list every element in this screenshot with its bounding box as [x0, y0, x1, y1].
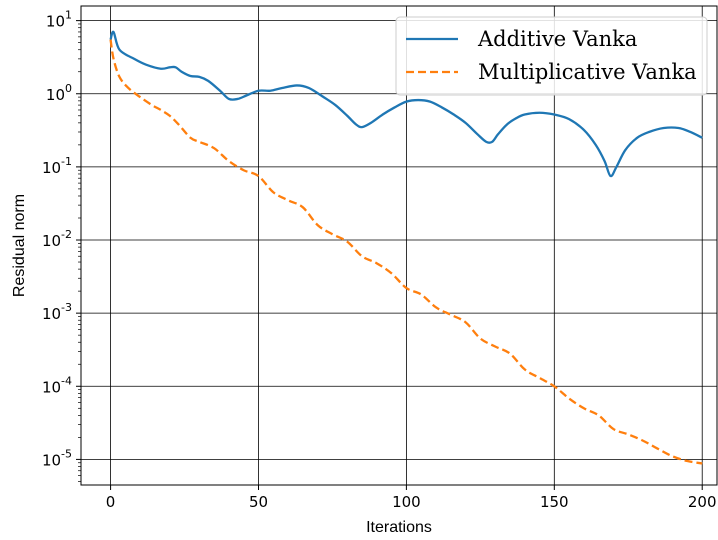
- x-tick-label: 50: [249, 493, 268, 511]
- legend-label: Multiplicative Vanka: [478, 60, 697, 84]
- y-tick-label: 100: [46, 82, 72, 104]
- ticks: 0 50 100 150 200 101 100 10-1 10-2 10-3 10-4 10-5: [42, 9, 717, 511]
- y-tick-label: 10-3: [42, 301, 72, 323]
- series-layer: [109, 30, 703, 465]
- series-line-multiplicative-vanka: [109, 39, 703, 465]
- series-line-additive-vanka: [109, 30, 703, 178]
- y-axis-label: Residual norm: [11, 194, 28, 297]
- x-tick-label: 0: [106, 493, 116, 511]
- y-tick-label: 10-5: [42, 447, 72, 469]
- y-tick-label: 10-1: [42, 155, 72, 177]
- legend: Additive Vanka Multiplicative Vanka: [395, 16, 708, 96]
- legend-label: Additive Vanka: [477, 27, 637, 51]
- legend-box: [395, 16, 708, 96]
- x-axis-label: Iterations: [366, 519, 432, 536]
- x-tick-label: 100: [392, 493, 421, 511]
- plot-frame: [80, 5, 718, 486]
- y-tick-label: 10-4: [42, 374, 72, 396]
- x-tick-label: 200: [688, 493, 717, 511]
- x-tick-label: 150: [540, 493, 569, 511]
- y-tick-label: 10-2: [42, 228, 72, 250]
- y-tick-label: 101: [46, 9, 72, 31]
